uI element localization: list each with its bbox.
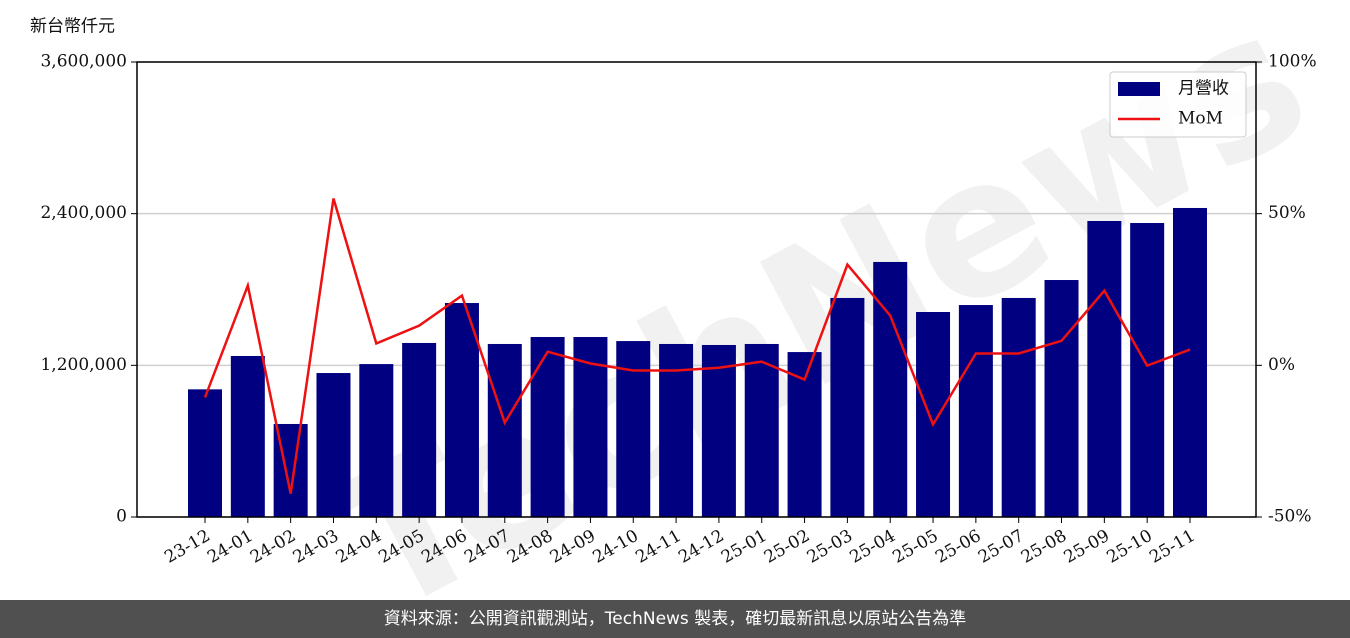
bar xyxy=(530,337,565,517)
bar xyxy=(573,337,608,517)
y-tick-label: 2,400,000 xyxy=(40,203,127,223)
bar xyxy=(1044,280,1079,517)
bar xyxy=(188,389,222,517)
x-tick-label: 25-04 xyxy=(847,526,899,568)
x-tick-label: 25-02 xyxy=(761,526,813,568)
y2-tick-label: 100% xyxy=(1268,52,1317,72)
x-tick-label: 25-01 xyxy=(718,526,770,568)
bar xyxy=(1173,207,1207,517)
y-axis-title: 新台幣仟元 xyxy=(30,17,115,37)
y-tick-label: 3,600,000 xyxy=(40,52,127,72)
y2-tick-label: -50% xyxy=(1268,507,1312,527)
legend-label: MoM xyxy=(1178,109,1223,129)
line xyxy=(203,198,1191,494)
bar xyxy=(487,343,522,517)
bar xyxy=(316,373,351,517)
bar xyxy=(916,311,951,517)
legend-label: 月營收 xyxy=(1178,79,1229,99)
bar xyxy=(1001,297,1036,517)
bar xyxy=(701,344,736,517)
x-tick-label: 25-08 xyxy=(1018,526,1070,568)
x-tick-label: 25-09 xyxy=(1061,526,1113,568)
x-tick-label: 25-03 xyxy=(804,526,856,568)
bar xyxy=(1130,223,1165,517)
x-tick-label: 24-12 xyxy=(675,526,727,568)
bar xyxy=(1087,220,1122,517)
bar xyxy=(402,342,437,517)
x-tick-label: 24-03 xyxy=(290,526,342,568)
y-tick-label: 0 xyxy=(116,507,127,527)
x-tick-label: 25-07 xyxy=(975,526,1027,568)
x-tick-label: 24-02 xyxy=(247,526,299,568)
bar xyxy=(444,303,479,517)
x-tick-label: 25-10 xyxy=(1103,526,1155,568)
plot-frame xyxy=(136,61,1257,518)
x-tick-label: 25-05 xyxy=(889,526,941,568)
bar xyxy=(744,343,779,517)
legend-swatch xyxy=(1118,82,1160,96)
x-tick-label: 25-06 xyxy=(932,526,984,568)
bar xyxy=(830,297,865,517)
x-tick-label: 23-12 xyxy=(161,526,213,568)
y2-tick-label: 50% xyxy=(1268,203,1306,223)
x-tick-label: 25-11 xyxy=(1146,526,1198,568)
chart: TechNews 新台幣仟元 01,200,0002,400,0003,600,… xyxy=(30,0,1340,600)
bar xyxy=(873,261,908,517)
y2-tick-label: 0% xyxy=(1268,355,1295,375)
bar xyxy=(659,343,694,517)
bar xyxy=(359,364,394,517)
bar xyxy=(230,355,265,517)
y-tick-label: 1,200,000 xyxy=(40,355,127,375)
x-tick-label: 24-01 xyxy=(204,526,256,568)
bar xyxy=(958,305,993,517)
footer: 資料來源：公開資訊觀測站，TechNews 製表，確切最新訊息以原站公告為準 xyxy=(0,600,1350,638)
